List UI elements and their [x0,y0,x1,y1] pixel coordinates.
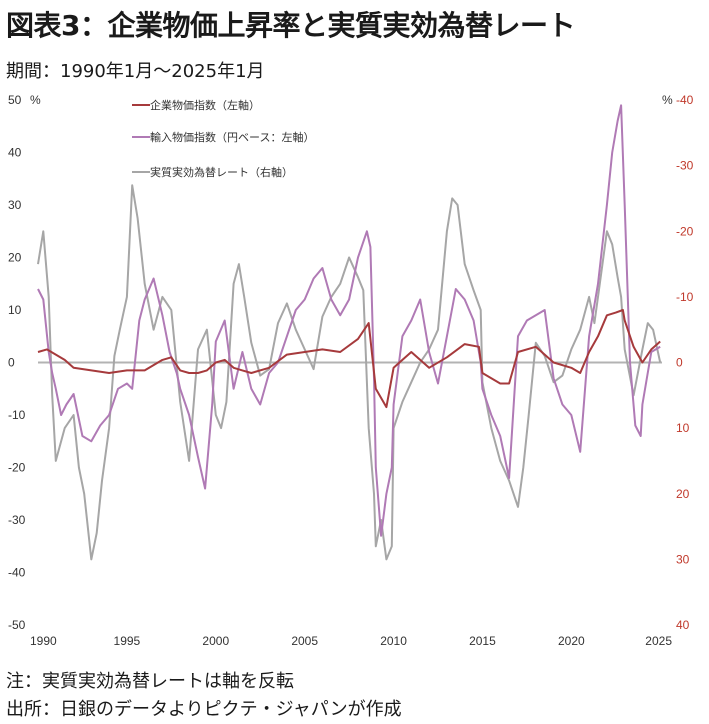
legend-label-1: 輸入物価指数（円ベース：左軸） [150,130,314,144]
x-tick-label: 2020 [558,634,585,648]
left-tick-label: -10 [8,408,26,422]
left-tick-label: -30 [8,513,26,527]
legend-label-0: 企業物価指数（左軸） [150,98,260,112]
left-tick-label: 40 [8,146,22,160]
left-tick-label: 0 [8,356,15,370]
right-tick-label: 40 [676,618,690,632]
right-tick-label: -10 [676,290,694,304]
left-tick-label: 30 [8,198,22,212]
right-tick-label: 30 [676,552,690,566]
right-tick-label: 20 [676,487,690,501]
x-tick-label: 2010 [380,634,407,648]
x-tick-label: 1990 [30,634,57,648]
right-axis-unit: % [662,93,673,107]
left-tick-label: 10 [8,303,22,317]
left-tick-label: 20 [8,251,22,265]
right-tick-label: -20 [676,224,694,238]
x-tick-label: 2000 [202,634,229,648]
x-tick-label: 2015 [469,634,496,648]
left-tick-label: -20 [8,461,26,475]
right-tick-label: 10 [676,421,690,435]
chart-source: 出所：日銀のデータよりピクテ・ジャパンが作成 [6,699,402,720]
left-tick-label: 50 [8,93,22,107]
x-tick-label: 2025 [645,634,672,648]
right-tick-label: -30 [676,159,694,173]
chart-subtitle: 期間：1990年1月～2025年1月 [6,61,265,82]
series-line-0 [37,309,661,409]
right-tick-label: -40 [676,93,694,107]
x-tick-label: 1995 [114,634,141,648]
series-line-2 [37,184,662,561]
left-tick-label: -40 [8,566,26,580]
chart-title: 図表3：企業物価上昇率と実質実効為替レート [6,9,576,42]
left-tick-label: -50 [8,618,26,632]
series-line-1 [37,104,661,537]
x-tick-label: 2005 [291,634,318,648]
left-axis-unit: % [30,93,41,107]
right-tick-label: 0 [676,356,683,370]
chart-note: 注：実質実効為替レートは軸を反転 [6,671,294,692]
legend-label-2: 実質実効為替レート（右軸） [150,165,293,179]
